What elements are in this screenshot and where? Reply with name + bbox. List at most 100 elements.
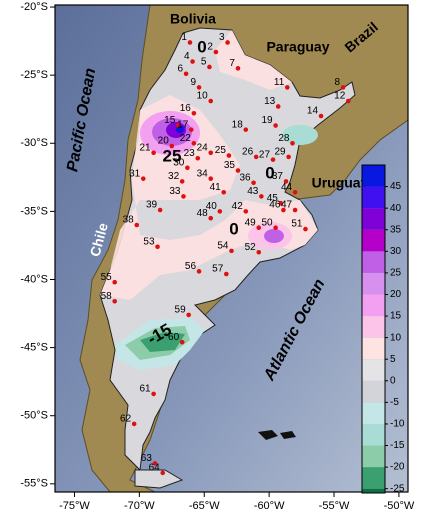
colorbar-bin [362, 445, 385, 468]
contour-pink-north [215, 30, 292, 90]
x-tick-label: -70°W [124, 500, 155, 512]
colorbar-tick-label: 5 [390, 354, 396, 365]
colorbar-bin [362, 186, 385, 209]
station-label: 18 [232, 119, 244, 130]
colorbar-tick-label: 30 [390, 246, 402, 257]
station-label: 47 [281, 200, 293, 211]
station-label: 54 [217, 241, 229, 252]
y-tick-label: -25°S [20, 69, 48, 81]
x-tick-label: -55°W [319, 500, 350, 512]
station [179, 179, 185, 184]
station-label: 24 [197, 142, 209, 153]
station [196, 85, 202, 90]
station [112, 298, 117, 304]
station [285, 85, 290, 90]
station [208, 215, 214, 221]
contour-high [264, 229, 284, 243]
station-label: 32 [168, 171, 180, 182]
station-label: 13 [264, 96, 276, 107]
falklands [258, 430, 296, 440]
colorbar-tick-label: -15 [390, 440, 405, 451]
station [229, 248, 234, 254]
station-label: 46 [269, 200, 281, 211]
station [243, 209, 249, 214]
station [292, 207, 298, 213]
contour-label: 0 [265, 163, 274, 182]
y-tick-label: -35°S [20, 205, 48, 217]
station-label: 36 [239, 172, 251, 183]
station-label: 50 [262, 217, 274, 228]
station-label: 21 [140, 142, 152, 153]
station-label: 59 [175, 305, 187, 316]
station-label: 58 [101, 291, 113, 302]
station [169, 143, 175, 149]
station [208, 176, 214, 181]
station [259, 194, 264, 199]
y-tick-label: -30°S [20, 137, 48, 149]
colorbar-bin [362, 272, 385, 295]
station-label: 38 [123, 215, 135, 226]
y-tick-label: -50°S [20, 410, 48, 422]
station [152, 461, 158, 466]
map-layer [55, 5, 408, 492]
colorbar-bin [362, 337, 385, 360]
station-label: 40 [206, 201, 218, 212]
station-label: 7 [229, 58, 235, 69]
station [256, 249, 262, 255]
station [155, 244, 160, 250]
station [303, 226, 308, 232]
station-label: 57 [212, 264, 224, 275]
station [175, 123, 181, 128]
station [188, 127, 194, 132]
colorbar-bin [362, 402, 385, 424]
station-label: 17 [177, 119, 189, 130]
station [270, 157, 276, 162]
x-tick-label: -65°W [189, 500, 220, 512]
station [235, 66, 241, 71]
x-tick-label: -60°W [254, 500, 285, 512]
station [191, 140, 197, 146]
station-label: 2 [207, 42, 213, 53]
station [318, 113, 324, 119]
station-label: 41 [210, 182, 222, 193]
station [207, 64, 212, 70]
colorbar-bin [362, 380, 385, 403]
station [224, 271, 229, 277]
colorbar-bin [362, 488, 385, 493]
station [181, 194, 186, 199]
station-label: 35 [224, 160, 236, 171]
colorbar-tick-label: 15 [390, 311, 402, 322]
station-label: 39 [146, 200, 158, 211]
y-tick-label: -55°S [20, 478, 48, 490]
station-label: 16 [180, 103, 192, 114]
station-label: 48 [197, 208, 209, 219]
colorbar-tick-label: 10 [390, 332, 402, 343]
colorbar-tick-label: 40 [390, 203, 402, 214]
colorbar-bin [362, 423, 385, 446]
station-label: 15 [164, 115, 176, 126]
contour-label: 0 [197, 37, 206, 56]
contour-label: 0 [229, 219, 238, 238]
country-label: Uruguay [312, 175, 369, 191]
country-label: Bolivia [170, 11, 216, 27]
station [340, 85, 346, 90]
station-label: 61 [140, 384, 152, 395]
contour-low [140, 332, 185, 352]
station-label: 14 [307, 106, 319, 117]
station [191, 110, 197, 116]
station [151, 150, 156, 156]
station [346, 98, 351, 104]
station [196, 269, 202, 274]
colorbar-bin [362, 316, 385, 338]
station-label: 6 [178, 63, 184, 74]
station-label: 28 [278, 133, 290, 144]
colorbar-bin [362, 251, 385, 273]
station [183, 71, 189, 77]
station-label: 9 [190, 77, 196, 88]
station [273, 225, 278, 231]
station-label: 26 [242, 147, 254, 158]
colorbar-bin [362, 294, 385, 317]
station-label: 62 [120, 414, 132, 425]
station-label: 25 [215, 145, 227, 156]
station-label: 20 [158, 136, 170, 147]
